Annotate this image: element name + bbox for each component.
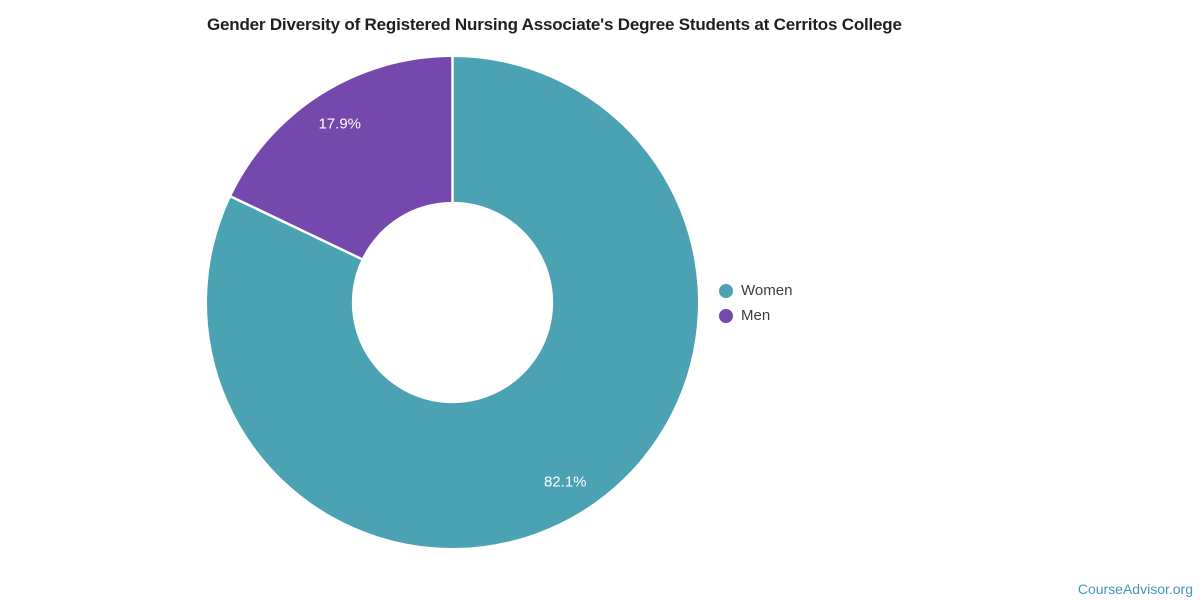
legend-swatch-men-icon <box>719 308 733 323</box>
slice-value-label-men: 17.9% <box>318 116 361 133</box>
donut-chart: 82.1% 17.9% <box>207 57 698 548</box>
legend-label-men: Men <box>741 307 771 324</box>
legend-swatch-women-icon <box>719 283 733 298</box>
chart-title: Gender Diversity of Registered Nursing A… <box>207 15 902 34</box>
courseadvisor-link[interactable]: CourseAdvisor.org <box>1077 581 1193 597</box>
pie-slice-men <box>231 57 453 260</box>
legend-item-men: Men <box>719 303 792 328</box>
pie-slice-women <box>207 57 698 548</box>
legend-label-women: Women <box>741 282 793 299</box>
legend: Women Men <box>719 278 792 328</box>
slice-value-label-women: 82.1% <box>544 473 587 490</box>
slice-divider <box>230 195 364 261</box>
legend-item-women: Women <box>719 278 792 303</box>
